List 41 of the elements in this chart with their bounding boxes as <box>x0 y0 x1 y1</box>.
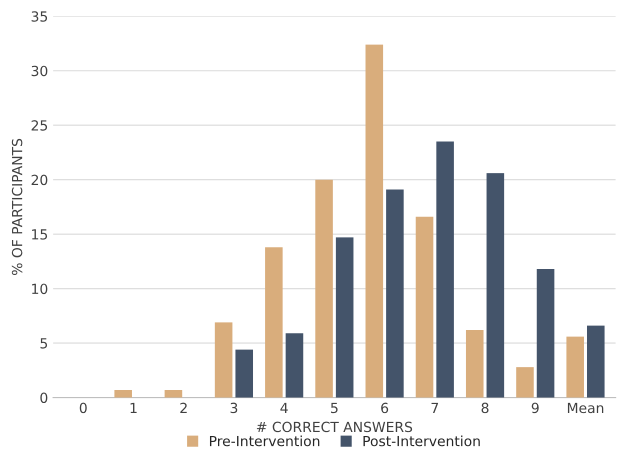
x-tick-label: 3 <box>230 402 238 414</box>
bar <box>315 180 333 398</box>
y-tick-label: 20 <box>32 174 48 186</box>
bar <box>114 390 132 398</box>
x-tick-label: 0 <box>80 402 87 414</box>
bar <box>466 330 484 398</box>
x-tick-label: 7 <box>432 402 438 413</box>
bar <box>286 333 304 398</box>
bar <box>436 142 454 398</box>
x-tick-label: 9 <box>532 402 539 414</box>
bar <box>235 350 254 398</box>
bar <box>336 237 354 398</box>
x-tick-label: 2 <box>180 402 187 413</box>
y-tick-label: 35 <box>32 11 48 22</box>
y-tick-label: 5 <box>40 338 48 349</box>
y-tick-label: 15 <box>32 229 48 240</box>
y-axis-title: % OF PARTICIPANTS <box>12 138 22 275</box>
bar <box>214 322 232 398</box>
bar <box>416 216 434 398</box>
x-tick-label: 6 <box>381 402 388 414</box>
y-tick-label: 0 <box>40 392 48 404</box>
x-tick-label: 4 <box>280 402 288 413</box>
x-tick-label: 5 <box>331 402 338 414</box>
legend-label: Post-Intervention <box>364 436 480 446</box>
bar <box>164 390 182 398</box>
bar <box>486 173 504 398</box>
y-tick-label: 10 <box>32 284 48 294</box>
x-tick-label: Mean <box>568 402 604 414</box>
x-tick-label: 8 <box>482 402 489 414</box>
y-tick-label: 30 <box>32 66 48 76</box>
x-axis-title: # CORRECT ANSWERS <box>256 422 412 432</box>
legend-label: Pre-Intervention <box>210 436 320 446</box>
bar <box>566 336 584 398</box>
bar <box>265 247 283 398</box>
bar <box>536 269 554 398</box>
bar <box>386 189 404 398</box>
x-tick-label: 1 <box>130 402 137 413</box>
y-tick-label: 25 <box>32 120 48 131</box>
bar <box>366 44 384 398</box>
bar <box>516 367 534 398</box>
bar <box>587 326 605 398</box>
